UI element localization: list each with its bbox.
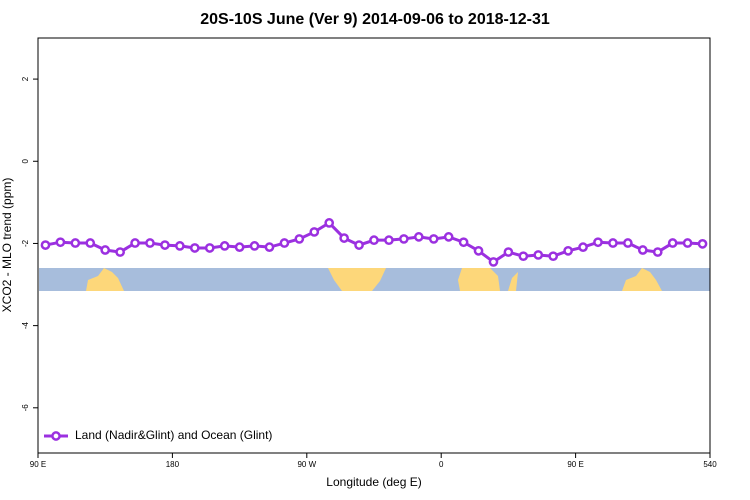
point [234,242,245,252]
point [593,237,603,248]
point [413,232,424,242]
y-axis-label: XCO2 - MLO trend (ppm) [0,178,14,313]
map-strip [39,268,710,291]
point [399,234,409,244]
point [115,247,125,257]
point [219,241,230,251]
point [354,240,364,250]
x-tick-label: 90 E [567,460,583,469]
point [40,240,51,250]
x-tick-label: 540 [703,460,717,469]
point [294,234,305,244]
point [369,235,379,246]
point [85,238,96,248]
point [249,241,260,251]
point [652,247,663,257]
plot-frame [37,37,711,454]
point [682,238,693,248]
point [548,251,559,262]
point [428,234,439,244]
y-tick-label: -6 [21,404,30,412]
point [667,238,678,248]
point [578,242,588,252]
point [189,243,200,253]
point [608,238,618,248]
point [473,245,484,256]
point [175,241,185,251]
point [55,237,66,248]
point [384,235,394,246]
y-tick-label: 2 [21,76,30,81]
y-tick-label: 0 [21,158,30,163]
point [70,238,81,248]
point [533,250,544,260]
x-tick-label: 90 E [30,460,46,469]
chart-title: 20S-10S June (Ver 9) 2014-09-06 to 2018-… [200,11,550,28]
point [309,227,320,237]
legend-label: Land (Nadir&Glint) and Ocean (Glint) [75,428,272,442]
x-tick-label: 180 [166,460,180,469]
point [279,238,290,248]
point [488,257,499,267]
y-tick-label: -4 [21,322,30,330]
point [697,239,708,249]
x-tick-label: 90 W [297,460,316,469]
point [443,232,454,242]
point [339,233,349,243]
point [324,218,335,228]
point [503,247,514,257]
x-axis-label: Longitude (deg E) [326,475,421,489]
y-tick-label: -2 [21,239,30,247]
x-tick-label: 0 [439,460,444,469]
point [264,242,275,252]
point [563,245,573,256]
point [160,240,170,250]
legend-marker [51,431,61,441]
point [145,238,155,248]
point [100,245,111,255]
point [623,238,633,248]
point [458,237,469,248]
point [204,243,215,253]
point [130,238,140,248]
point [518,251,529,262]
point [637,245,648,255]
